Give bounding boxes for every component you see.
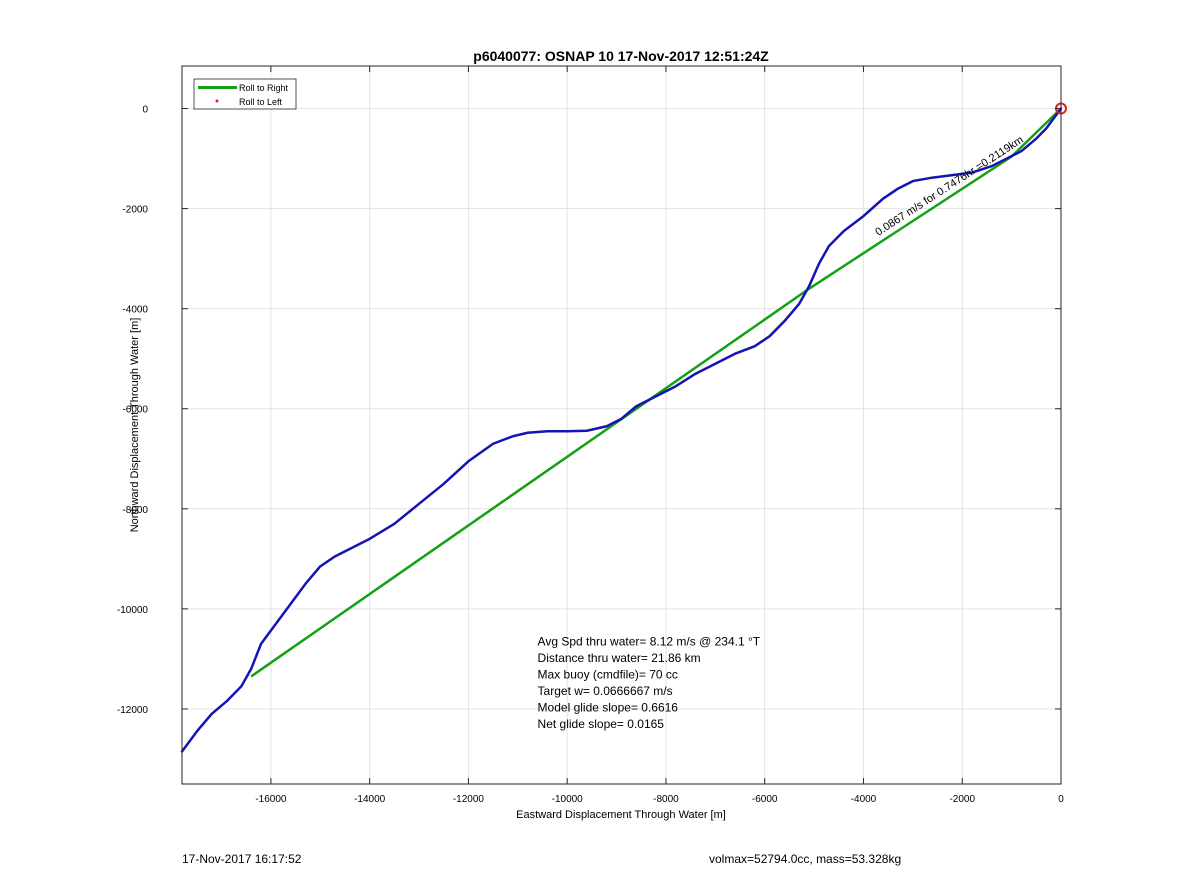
x-tick-label: -14000 [354, 794, 386, 805]
y-tick-label: -4000 [122, 305, 148, 316]
series-line-roll-right [250, 107, 1062, 678]
y-tick-label: 0 [142, 105, 148, 116]
x-tick-label: 0 [1058, 794, 1064, 805]
stats-line: Model glide slope= 0.6616 [538, 700, 679, 714]
stats-line: Max buoy (cmdfile)= 70 cc [538, 667, 678, 681]
chart-title: p6040077: OSNAP 10 17-Nov-2017 12:51:24Z [473, 48, 769, 64]
series-line-trajectory [180, 107, 1063, 753]
stats-box: Avg Spd thru water= 8.12 m/s @ 234.1 °T D… [538, 634, 761, 731]
x-tick-label: -12000 [453, 794, 485, 805]
x-axis-label: Eastward Displacement Through Water [m] [516, 809, 726, 821]
x-tick-label: -10000 [552, 794, 584, 805]
stats-line: Net glide slope= 0.0165 [538, 717, 665, 731]
stats-line: Distance thru water= 21.86 km [538, 651, 701, 665]
x-tick-label: -8000 [653, 794, 679, 805]
stats-line: Avg Spd thru water= 8.12 m/s @ 234.1 °T [538, 634, 761, 648]
legend-box [193, 78, 297, 110]
legend: Roll to Right Roll to Left [193, 78, 297, 110]
y-tick-label: -10000 [117, 605, 149, 616]
x-tick-label: -6000 [752, 794, 778, 805]
trajectory-chart: -16000 -14000 -12000 -10000 -8000 -6000 -4000 -… [117, 48, 1067, 821]
y-tick-label: -12000 [117, 705, 149, 716]
y-tick-label: -8000 [122, 505, 148, 516]
y-tick-label: -6000 [122, 405, 148, 416]
legend-swatch-roll-left [215, 99, 219, 103]
stats-line: Target w= 0.0666667 m/s [538, 684, 673, 698]
legend-label-roll-left: Roll to Left [239, 97, 283, 107]
plot-background [182, 66, 1061, 784]
y-axis-label: Northward Displacement Through Water [m] [129, 318, 141, 533]
y-tick-label: -2000 [122, 205, 148, 216]
footer-glider-params: volmax=52794.0cc, mass=53.328kg [709, 852, 902, 866]
legend-label-roll-right: Roll to Right [239, 83, 289, 93]
x-tick-label: -2000 [949, 794, 975, 805]
plot-frame [181, 65, 1062, 785]
x-tick-label: -16000 [255, 794, 287, 805]
footer-timestamp: 17-Nov-2017 16:17:52 [182, 852, 302, 866]
axis-ticks: -16000 -14000 -12000 -10000 -8000 -6000 -4000 -… [117, 66, 1064, 805]
x-tick-label: -4000 [851, 794, 877, 805]
